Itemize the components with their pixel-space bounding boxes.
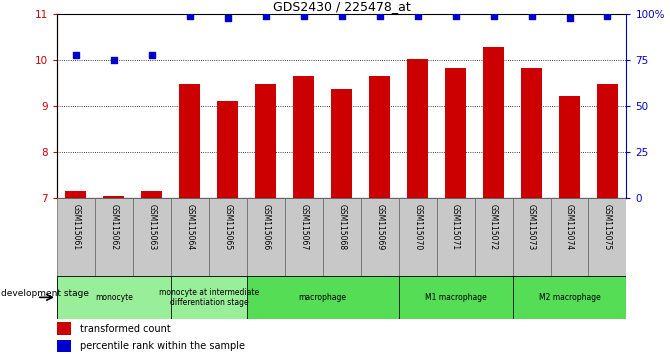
FancyBboxPatch shape	[171, 198, 209, 276]
Text: GSM115065: GSM115065	[223, 205, 232, 251]
Point	[602, 13, 613, 19]
FancyBboxPatch shape	[513, 198, 551, 276]
Text: GSM115070: GSM115070	[413, 205, 422, 251]
Bar	[483, 47, 504, 198]
FancyBboxPatch shape	[513, 276, 626, 319]
FancyBboxPatch shape	[133, 198, 171, 276]
Text: GSM115067: GSM115067	[299, 205, 308, 251]
Point	[375, 13, 385, 19]
FancyBboxPatch shape	[171, 276, 247, 319]
Text: GSM115066: GSM115066	[261, 205, 270, 251]
FancyBboxPatch shape	[551, 198, 588, 276]
Text: GSM115061: GSM115061	[72, 205, 80, 251]
Point	[109, 57, 119, 63]
Point	[488, 13, 499, 19]
FancyBboxPatch shape	[437, 198, 474, 276]
Bar	[57, 322, 71, 335]
Text: GSM115064: GSM115064	[186, 205, 194, 251]
FancyBboxPatch shape	[247, 198, 285, 276]
Bar	[597, 84, 618, 198]
Bar	[66, 191, 86, 198]
Point	[261, 13, 271, 19]
Point	[450, 13, 461, 19]
FancyBboxPatch shape	[474, 198, 513, 276]
Point	[298, 13, 309, 19]
FancyBboxPatch shape	[399, 276, 513, 319]
FancyBboxPatch shape	[285, 198, 323, 276]
Point	[184, 13, 195, 19]
Text: GSM115071: GSM115071	[451, 205, 460, 251]
Text: GSM115068: GSM115068	[337, 205, 346, 251]
Point	[336, 13, 347, 19]
Point	[526, 13, 537, 19]
Text: GSM115074: GSM115074	[565, 205, 574, 251]
FancyBboxPatch shape	[247, 276, 399, 319]
FancyBboxPatch shape	[323, 198, 360, 276]
Bar	[180, 84, 200, 198]
Bar	[255, 84, 276, 198]
FancyBboxPatch shape	[209, 198, 247, 276]
Bar	[293, 76, 314, 198]
FancyBboxPatch shape	[399, 198, 437, 276]
FancyBboxPatch shape	[95, 198, 133, 276]
Bar	[445, 68, 466, 198]
Text: percentile rank within the sample: percentile rank within the sample	[80, 341, 245, 351]
Bar	[521, 68, 542, 198]
Point	[222, 15, 233, 21]
Text: macrophage: macrophage	[299, 293, 346, 302]
Point	[70, 52, 81, 57]
Bar	[141, 191, 162, 198]
Point	[564, 15, 575, 21]
Bar	[369, 76, 390, 198]
Text: GSM115073: GSM115073	[527, 205, 536, 251]
Text: GSM115069: GSM115069	[375, 205, 384, 251]
Text: GSM115075: GSM115075	[603, 205, 612, 251]
Bar	[407, 59, 428, 198]
Bar	[103, 196, 125, 198]
Point	[147, 52, 157, 57]
Text: GSM115063: GSM115063	[147, 205, 156, 251]
Text: monocyte at intermediate
differentiation stage: monocyte at intermediate differentiation…	[159, 288, 259, 307]
Bar	[559, 96, 580, 198]
Text: GSM115062: GSM115062	[109, 205, 119, 251]
Text: development stage: development stage	[1, 289, 88, 298]
Text: monocyte: monocyte	[95, 293, 133, 302]
Text: transformed count: transformed count	[80, 324, 170, 333]
Point	[412, 13, 423, 19]
FancyBboxPatch shape	[588, 198, 626, 276]
Bar	[57, 340, 71, 352]
FancyBboxPatch shape	[360, 198, 399, 276]
Text: M2 macrophage: M2 macrophage	[539, 293, 600, 302]
FancyBboxPatch shape	[57, 276, 171, 319]
Text: GSM115072: GSM115072	[489, 205, 498, 251]
FancyBboxPatch shape	[57, 198, 95, 276]
Text: M1 macrophage: M1 macrophage	[425, 293, 486, 302]
Bar	[331, 89, 352, 198]
Title: GDS2430 / 225478_at: GDS2430 / 225478_at	[273, 0, 411, 13]
Bar	[217, 101, 239, 198]
